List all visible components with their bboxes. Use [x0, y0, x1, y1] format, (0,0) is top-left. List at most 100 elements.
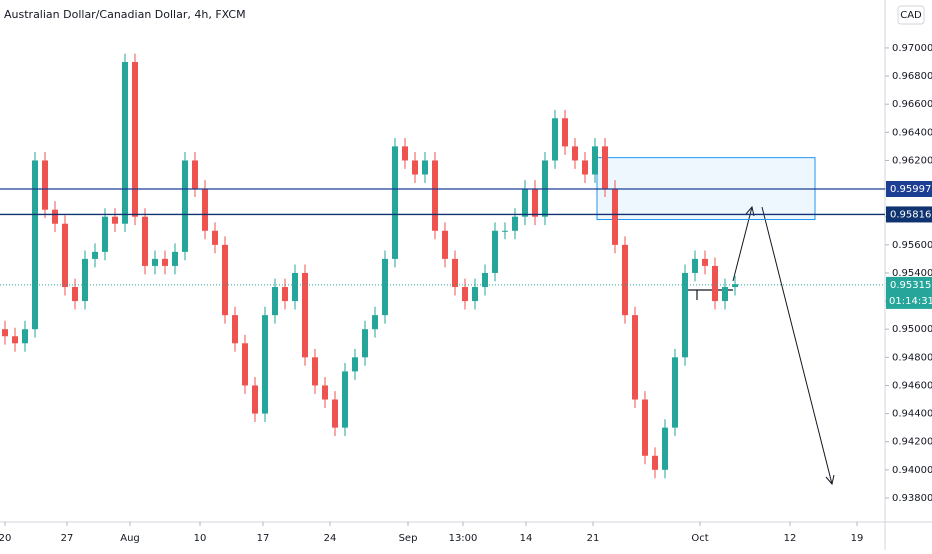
x-tick-label: 13:00: [449, 533, 478, 544]
x-tick-label: 19: [851, 533, 864, 544]
y-tick-label: 0.94400: [892, 409, 932, 420]
candle-body: [282, 287, 288, 302]
candle-body: [92, 251, 98, 259]
x-tick-label: 17: [257, 533, 270, 544]
candle-body: [252, 385, 258, 414]
candle-body: [362, 329, 368, 358]
x-tick-label: 14: [520, 533, 533, 544]
candle-body: [72, 287, 78, 302]
candle-body: [582, 160, 588, 175]
level-label: 0.95816: [890, 209, 931, 220]
candle-body: [482, 272, 488, 288]
candle-body: [52, 209, 58, 224]
x-tick-label: Oct: [691, 533, 708, 544]
chart-title: Australian Dollar/Canadian Dollar, 4h, F…: [4, 8, 246, 21]
candle-body: [222, 244, 228, 316]
candle-body: [472, 287, 478, 302]
x-tick-label: 27: [61, 533, 74, 544]
candle-body: [172, 251, 178, 266]
candle-body: [692, 258, 698, 273]
candle-body: [2, 329, 8, 337]
candle-body: [442, 230, 448, 259]
candle-body: [702, 258, 708, 266]
y-tick-label: 0.96800: [892, 71, 932, 82]
arrow-down: [761, 206, 835, 486]
candle-body: [22, 329, 28, 344]
y-tick-label: 0.94800: [892, 352, 932, 363]
level-label: 0.95997: [890, 184, 931, 195]
x-tick-label: 12: [784, 533, 797, 544]
candle-body: [342, 371, 348, 428]
y-tick-label: 0.96400: [892, 127, 932, 138]
countdown: 01:14:31: [889, 296, 932, 307]
y-tick-label: 0.95600: [892, 240, 932, 251]
candle-body: [632, 315, 638, 400]
candle-body: [82, 258, 88, 302]
candle-body: [672, 357, 678, 428]
candle-body: [712, 265, 718, 302]
candle-body: [112, 216, 118, 224]
candle-body: [242, 343, 248, 386]
candle-body: [332, 399, 338, 428]
candle-body: [502, 230, 508, 232]
candle-body: [622, 244, 628, 316]
currency-box[interactable]: [897, 5, 925, 25]
x-tick-label: 20: [0, 533, 11, 544]
y-tick-label: 0.95000: [892, 324, 932, 335]
candle-body: [422, 160, 428, 175]
x-tick-label: 10: [194, 533, 207, 544]
candle-body: [722, 287, 728, 302]
candle-body: [612, 188, 618, 245]
candle-body: [322, 385, 328, 400]
candle-body: [122, 62, 128, 224]
candle-body: [202, 188, 208, 231]
candle-body: [552, 118, 558, 161]
candle-body: [682, 272, 688, 358]
candle-body: [12, 336, 18, 344]
currency[interactable]: CAD: [900, 10, 922, 21]
y-tick-label: 0.94000: [892, 465, 932, 476]
y-tick-label: 0.95400: [892, 268, 932, 279]
x-tick-label: Sep: [399, 533, 418, 544]
candle-body: [132, 62, 138, 217]
candle-body: [152, 258, 158, 266]
candle-body: [662, 427, 668, 470]
y-tick-label: 0.93800: [892, 493, 932, 504]
x-tick-label: 24: [324, 533, 337, 544]
candle-body: [382, 258, 388, 316]
y-tick-label: 0.94600: [892, 380, 932, 391]
level-label-box: [886, 181, 932, 197]
candle-body: [182, 160, 188, 252]
candle-body: [312, 357, 318, 386]
candle-body: [522, 188, 528, 217]
candle-body: [592, 146, 598, 175]
candle-body: [162, 258, 168, 266]
candle-body: [232, 315, 238, 344]
candle-body: [492, 230, 498, 273]
x-tick-label: 21: [587, 533, 600, 544]
level-label-box: [886, 206, 932, 223]
candle-body: [62, 223, 68, 288]
candle-body: [602, 146, 608, 189]
candle-body: [192, 160, 198, 189]
candle-body: [212, 230, 218, 245]
candle-body: [642, 399, 648, 456]
candle-body: [402, 146, 408, 161]
candle-body: [142, 216, 148, 266]
y-tick-label: 0.96600: [892, 99, 932, 110]
candle-body: [512, 216, 518, 231]
candle-body: [292, 272, 298, 302]
candle-body: [412, 160, 418, 175]
candle-body: [32, 160, 38, 330]
x-tick-label: Aug: [120, 533, 140, 544]
candle-body: [572, 146, 578, 161]
y-tick-label: 0.96200: [892, 155, 932, 166]
candle-body: [562, 118, 568, 147]
last-price-box: [886, 276, 932, 309]
candle-body: [532, 188, 538, 217]
candle-body: [102, 216, 108, 252]
candle-body: [352, 357, 358, 372]
candle-body: [452, 258, 458, 288]
y-tick-label: 0.97000: [892, 43, 932, 54]
